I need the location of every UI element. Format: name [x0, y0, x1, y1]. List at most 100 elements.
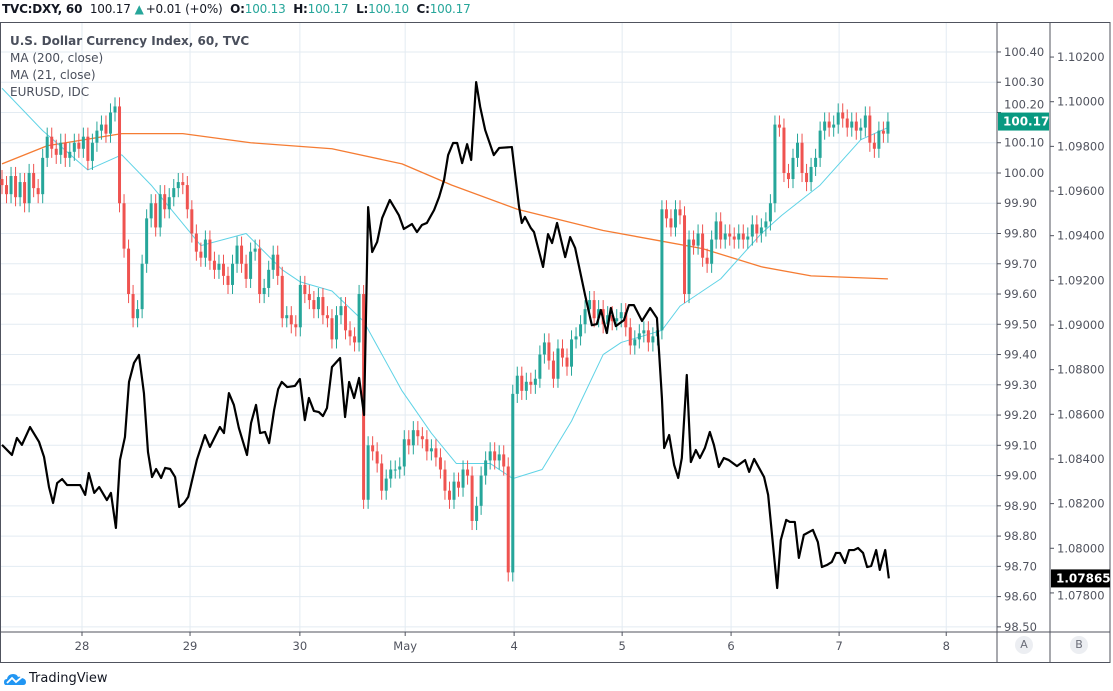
- candle-down: [258, 248, 262, 295]
- candle-down: [307, 294, 311, 301]
- candle-up: [515, 375, 519, 394]
- candle-up: [836, 112, 840, 125]
- axis-b-label: 1.09800: [1057, 139, 1105, 153]
- candle-down: [104, 124, 108, 134]
- symbol-header: TVC:DXY, 60 100.17 ▲ +0.01 (+0%) O:100.13 …: [2, 2, 475, 16]
- scale-button-b[interactable]: B: [1070, 636, 1088, 654]
- candle-down: [199, 251, 203, 258]
- candle-up: [687, 239, 691, 295]
- candle-down: [348, 330, 352, 337]
- axis-a-label: 99.50: [1004, 317, 1037, 331]
- candle-up: [877, 130, 881, 149]
- candle-down: [194, 233, 198, 252]
- candle-down: [154, 203, 158, 228]
- candle-down: [872, 142, 876, 149]
- time-axis-label: 7: [835, 639, 842, 653]
- axis-b-label: 1.10000: [1057, 95, 1105, 109]
- candle-up: [814, 157, 818, 167]
- candle-down: [185, 185, 189, 210]
- auto-scale-button-a[interactable]: A: [1015, 636, 1033, 654]
- candle-down: [163, 194, 167, 210]
- candle-up: [176, 182, 180, 189]
- time-axis-label: 4: [510, 639, 517, 653]
- candle-down: [77, 142, 81, 149]
- axis-a-label: 100.10: [1004, 136, 1044, 150]
- candle-up: [773, 124, 777, 204]
- legend-main-series[interactable]: U.S. Dollar Currency Index, 60, TVC: [10, 34, 250, 48]
- candle-down: [371, 445, 375, 452]
- axis-a-label: 100.30: [1004, 75, 1044, 89]
- candle-up: [18, 182, 22, 198]
- candle-up: [574, 336, 578, 340]
- axis-a-label: 100.00: [1004, 166, 1044, 180]
- candle-down: [845, 118, 849, 128]
- time-axis-label: 29: [183, 639, 198, 653]
- candle-down: [122, 203, 126, 249]
- ma200-line: [1, 133, 888, 280]
- candle-up: [619, 312, 623, 319]
- candle-down: [425, 439, 429, 452]
- candle-up: [750, 224, 754, 237]
- candle-up: [511, 393, 515, 573]
- axis-b-label: 1.10200: [1057, 50, 1105, 64]
- candle-down: [719, 221, 723, 240]
- candle-up: [334, 315, 338, 340]
- candle-down: [86, 136, 90, 161]
- candle-up: [271, 254, 275, 270]
- candle-up: [832, 124, 836, 128]
- candle-up: [140, 263, 144, 310]
- candle-up: [366, 445, 370, 500]
- candle-up: [411, 430, 415, 446]
- axis-b-label: 1.07800: [1057, 588, 1105, 602]
- candle-up: [203, 239, 207, 258]
- candle-down: [529, 381, 533, 385]
- candle-down: [330, 318, 334, 340]
- candle-down: [212, 260, 216, 270]
- axis-b-label: 1.09000: [1057, 318, 1105, 332]
- symbol-name[interactable]: TVC:DXY, 60: [2, 2, 83, 16]
- candle-down: [592, 300, 596, 319]
- candle-down: [181, 182, 185, 186]
- candle-up: [818, 130, 822, 158]
- axis-a-label: 98.90: [1004, 499, 1037, 513]
- candle-up: [113, 106, 117, 113]
- candle-up: [59, 142, 63, 155]
- candle-up: [217, 263, 221, 270]
- candle-down: [312, 300, 316, 310]
- candle-up: [357, 294, 361, 343]
- candle-up: [149, 203, 153, 219]
- candle-up: [99, 124, 103, 131]
- candle-down: [493, 451, 497, 461]
- legend-ma21[interactable]: MA (21, close): [10, 68, 96, 82]
- candle-up: [710, 239, 714, 264]
- open-value: 100.13: [244, 2, 286, 16]
- candle-down: [321, 297, 325, 316]
- candle-up: [809, 166, 813, 183]
- candle-up: [339, 306, 343, 316]
- candle-down: [32, 172, 36, 189]
- candle-down: [280, 275, 284, 319]
- legend-eurusd[interactable]: EURUSD, IDC: [10, 85, 90, 99]
- candle-down: [221, 263, 225, 276]
- candle-up: [393, 469, 397, 471]
- candle-down: [443, 469, 447, 491]
- candle-down: [854, 121, 858, 131]
- candle-down: [14, 176, 18, 198]
- tradingview-logo[interactable]: TradingView: [4, 671, 108, 686]
- axis-a-label: 99.70: [1004, 257, 1037, 271]
- legend-ma200[interactable]: MA (200, close): [10, 51, 104, 65]
- candle-down: [434, 448, 438, 458]
- candle-down: [353, 336, 357, 343]
- candle-up: [637, 333, 641, 340]
- candle-up: [696, 233, 700, 246]
- candle-up: [41, 157, 45, 195]
- candle-down: [646, 330, 650, 343]
- last-price: 100.17: [89, 2, 131, 16]
- candle-down: [244, 263, 248, 279]
- time-axis-label: May: [393, 639, 417, 653]
- candle-down: [131, 294, 135, 319]
- time-axis-label: 5: [618, 639, 625, 653]
- candle-down: [551, 360, 555, 379]
- candle-up: [737, 233, 741, 240]
